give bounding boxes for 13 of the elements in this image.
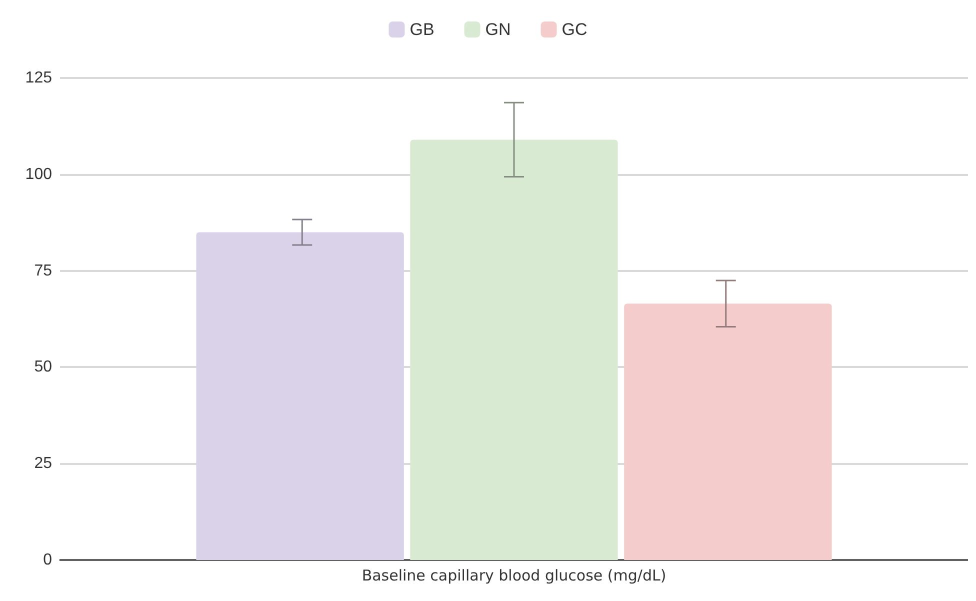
x-tick-label: Baseline capillary blood glucose (mg/dL): [362, 566, 666, 584]
legend-label: GN: [485, 20, 511, 39]
y-tick-label: 75: [34, 262, 52, 280]
y-tick-label: 50: [34, 358, 52, 376]
y-tick-label: 25: [34, 455, 52, 472]
legend-label: GC: [562, 20, 588, 39]
bar: [624, 304, 832, 560]
y-tick-label: 0: [43, 552, 52, 568]
legend-label: GB: [410, 20, 434, 39]
y-tick-label: 125: [25, 70, 52, 86]
bar: [410, 140, 618, 560]
bar: [196, 232, 404, 560]
y-tick-label: 100: [25, 166, 52, 183]
